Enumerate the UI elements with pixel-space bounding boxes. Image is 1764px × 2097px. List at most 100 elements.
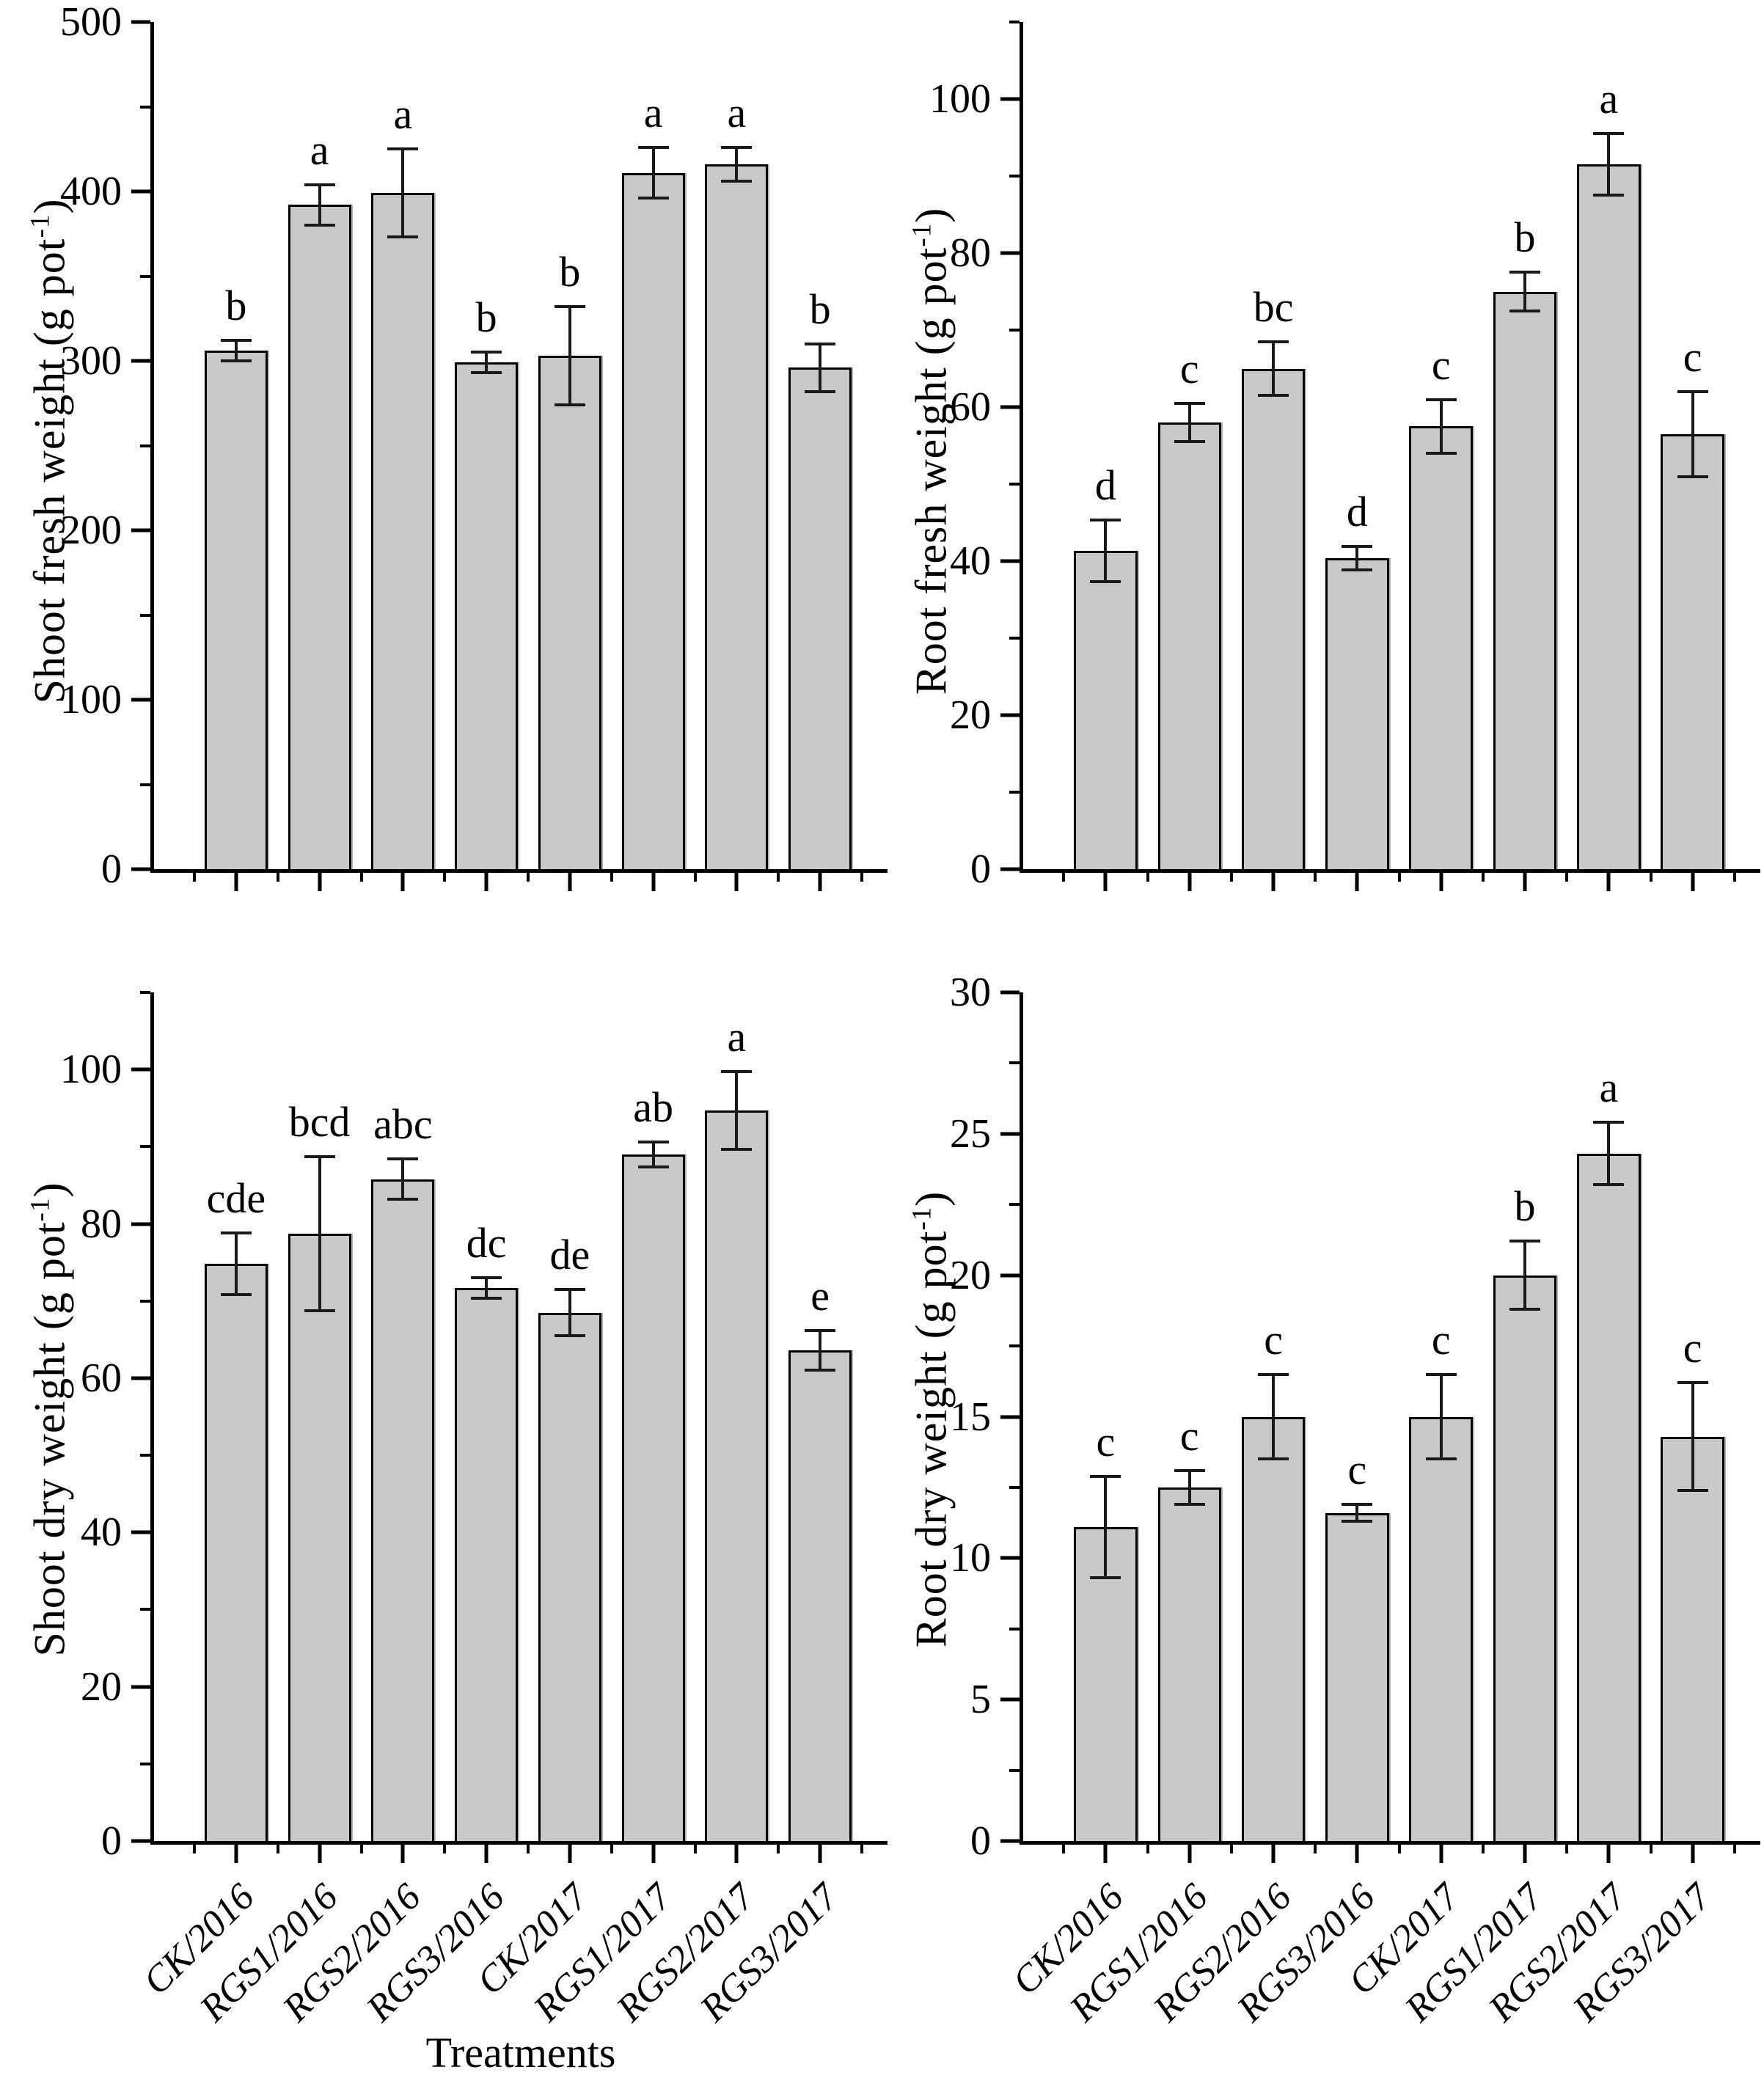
significance-letter: b — [1514, 1182, 1536, 1231]
x-major-tick — [1523, 869, 1527, 891]
x-minor-tick — [193, 1841, 196, 1853]
bar — [705, 1110, 769, 1841]
error-bar-stem — [1439, 1374, 1443, 1460]
y-axis-title-close: ) — [25, 1182, 74, 1198]
error-bar-cap-bottom — [1677, 1488, 1708, 1492]
error-bar-cap-bottom — [220, 359, 252, 362]
x-minor-tick — [777, 869, 780, 882]
y-minor-tick — [140, 1608, 150, 1611]
x-minor-tick — [610, 1841, 613, 1853]
x-major-tick — [568, 869, 572, 891]
y-axis-title-text: Shoot dry weight (g pot — [25, 1221, 74, 1657]
error-bar-cap-bottom — [721, 1147, 753, 1151]
plot-area: 0 100 200 300 400 500 b a a b b a a b — [60, 1, 888, 891]
error-bar-cap-top — [1677, 390, 1708, 393]
y-axis-title-close: ) — [907, 1190, 956, 1207]
significance-letter: b — [809, 285, 831, 333]
error-bar-cap-bottom — [471, 1296, 502, 1300]
x-major-tick — [318, 1841, 322, 1863]
error-bar-cap-top — [387, 147, 419, 151]
y-major-tick — [131, 189, 150, 194]
error-bar-cap-bottom — [471, 371, 502, 375]
x-minor-tick — [527, 869, 530, 882]
y-major-tick — [1000, 1273, 1020, 1278]
x-major-tick — [818, 1841, 822, 1863]
significance-letter: abc — [373, 1100, 433, 1149]
x-minor-tick — [1229, 1841, 1233, 1853]
error-bar-stem — [401, 1159, 405, 1199]
y-axis-title: Shoot dry weight (g pot-1) — [25, 1182, 76, 1657]
y-minor-tick — [1009, 1485, 1020, 1489]
y-major-tick — [131, 867, 150, 871]
error-bar-cap-bottom — [1174, 1503, 1205, 1507]
y-minor-tick — [140, 444, 150, 447]
bar — [1409, 426, 1473, 869]
y-minor-tick — [140, 1299, 150, 1303]
error-bar-cap-top — [1174, 401, 1205, 405]
error-bar-cap-top — [637, 1141, 669, 1144]
y-tick-label: 30 — [950, 970, 991, 1015]
error-bar-cap-top — [721, 1070, 753, 1074]
x-minor-tick — [359, 1841, 363, 1853]
x-major-tick — [734, 1841, 739, 1863]
y-major-tick — [131, 698, 150, 702]
y-major-tick — [1000, 713, 1020, 717]
y-major-tick — [131, 528, 150, 533]
x-major-tick — [1606, 1841, 1611, 1863]
x-major-tick — [568, 1841, 572, 1863]
bar — [204, 351, 268, 869]
bar — [788, 367, 852, 869]
x-major-tick — [651, 869, 656, 891]
plot-area: 0 5 10 15 20 25 30 c CK/2016 c RGS1/2016 c RGS2/2016… — [950, 972, 1760, 2030]
y-major-tick — [131, 1067, 150, 1072]
error-bar-cap-bottom — [304, 224, 335, 227]
y-minor-tick — [1009, 175, 1020, 178]
error-bar-cap-bottom — [1342, 568, 1373, 571]
y-major-tick — [1000, 1132, 1020, 1136]
x-minor-tick — [693, 1841, 697, 1853]
bar — [1157, 422, 1221, 869]
y-tick-label: 500 — [60, 0, 122, 45]
y-tick-label: 15 — [950, 1394, 991, 1440]
y-axis-title-text: Root dry weight (g pot — [907, 1230, 956, 1648]
error-bar-cap-top — [1342, 1503, 1373, 1507]
bar — [1493, 291, 1557, 869]
y-tick-label: 300 — [60, 338, 122, 384]
significance-letter: b — [559, 248, 581, 296]
error-bar-cap-top — [554, 1287, 585, 1291]
error-bar-stem — [651, 1142, 655, 1167]
error-bar-cap-bottom — [1509, 309, 1541, 312]
bar — [538, 1312, 601, 1841]
error-bar-cap-top — [1425, 398, 1457, 401]
error-bar-cap-top — [1090, 1474, 1121, 1478]
significance-letter: c — [1683, 1324, 1702, 1372]
x-major-tick — [484, 869, 488, 891]
bar — [1241, 368, 1306, 869]
error-bar-cap-top — [1342, 545, 1373, 549]
bar — [455, 1287, 519, 1841]
x-major-tick — [1691, 1841, 1695, 1863]
bar — [621, 1154, 685, 1841]
y-tick-label: 40 — [81, 1509, 122, 1556]
bar — [1157, 1487, 1221, 1841]
x-minor-tick — [693, 869, 697, 882]
error-bar-cap-top — [1258, 1372, 1289, 1376]
x-minor-tick — [1314, 1841, 1317, 1853]
x-major-tick — [818, 869, 822, 891]
bar — [1577, 1153, 1641, 1841]
plot-area: 0 20 40 60 80 100 d c bc d c b a c — [929, 21, 1760, 891]
x-major-tick — [400, 869, 405, 891]
error-bar-cap-bottom — [1425, 1457, 1457, 1461]
x-major-tick — [1691, 869, 1695, 891]
x-minor-tick — [860, 869, 863, 882]
significance-letter: c — [1179, 1411, 1199, 1460]
y-axis-title-text: Shoot fresh weight (g pot — [25, 238, 74, 704]
error-bar-cap-top — [471, 351, 502, 354]
error-bar-cap-top — [1425, 1372, 1457, 1376]
significance-letter: c — [1431, 340, 1451, 389]
error-bar-cap-bottom — [721, 180, 753, 183]
error-bar-stem — [651, 147, 655, 199]
error-bar-stem — [735, 1072, 739, 1149]
y-major-tick — [131, 1222, 150, 1226]
bar — [371, 193, 435, 869]
